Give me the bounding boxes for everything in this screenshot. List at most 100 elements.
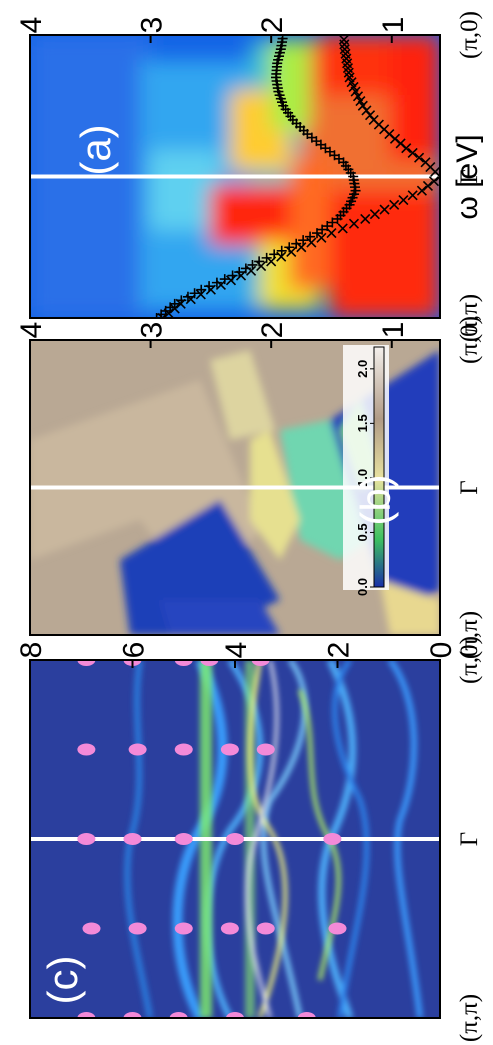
colorbar-tick-label: 1.5 (355, 414, 370, 432)
panel-a: (a) 4 3 2 1 (π,π) Γ (π,0) ω [eV] (15, 11, 484, 342)
band-x-marker (398, 195, 409, 206)
band-x-marker (420, 157, 431, 168)
panel-c-marker (297, 1012, 316, 1018)
panel-c-marker (256, 743, 275, 756)
panel-c-marker (77, 660, 96, 666)
panel-b-xtick-label: Γ (456, 480, 483, 494)
panel-a-ytick-label: 3 (136, 17, 169, 34)
panel-c-marker (256, 922, 275, 935)
panel-c-marker (128, 922, 147, 935)
panel-c-label: (c) (39, 956, 86, 1005)
band-plus-marker (327, 217, 338, 228)
band-x-marker (379, 204, 390, 215)
band-plus-marker (219, 274, 230, 285)
panel-a-label: (a) (72, 124, 119, 175)
band-x-marker (326, 228, 337, 239)
panel-c-marker (123, 1012, 142, 1018)
band-plus-marker (298, 235, 309, 246)
band-plus-marker (189, 288, 200, 299)
panel-c-marker (174, 660, 193, 666)
panel-c-ytick-label: 8 (15, 642, 48, 659)
band-plus-marker (204, 281, 215, 292)
band-x-marker (414, 152, 425, 163)
panel-a-ytick-label: 4 (15, 17, 48, 34)
colorbar-tick-label: 0.5 (355, 523, 370, 541)
panel-c-ytick-label: 6 (118, 642, 151, 659)
band-plus-marker (211, 277, 222, 288)
panel-c-marker (323, 833, 342, 845)
panel-c-marker (77, 833, 96, 845)
panel-b-xtick-label: (π,0) (456, 316, 483, 364)
panel-b-ytick-label: 2 (256, 322, 289, 339)
panel-c-ytick-label: 4 (220, 642, 253, 659)
band-x-marker (348, 218, 360, 229)
band-x-marker (246, 265, 257, 276)
panel-a-ytick-label: 2 (256, 17, 289, 34)
band-x-marker (369, 209, 380, 220)
colorbar-tick-label: 1.0 (355, 469, 370, 487)
band-x-marker (235, 270, 247, 281)
panel-a-xtick-label: Γ (456, 169, 483, 183)
panel-b-ytick-label: 4 (15, 322, 48, 339)
panel-b-label: (b) (352, 474, 399, 525)
colorbar: 2.0 1.5 1.0 0.5 0.0 (343, 345, 389, 596)
band-plus-marker (317, 224, 328, 235)
band-x-marker (163, 308, 174, 318)
band-plus-marker (247, 259, 258, 270)
band-plus-marker (305, 231, 316, 242)
band-x-marker (389, 199, 400, 210)
band-x-marker (316, 232, 327, 243)
band-x-marker (306, 237, 317, 248)
band-x-marker (157, 312, 168, 318)
panel-c-heatmap (30, 660, 440, 1018)
panel-b-xtick-label: (π,π) (456, 611, 483, 659)
band-x-marker (416, 185, 427, 196)
band-plus-marker (291, 238, 302, 249)
band-x-marker (175, 298, 186, 309)
panel-c-ytick-label: 0 (425, 642, 458, 659)
panel-c-marker (251, 660, 270, 666)
panel-c-marker (200, 660, 219, 666)
band-x-marker (338, 35, 349, 45)
panel-c-xtick-label: Γ (456, 832, 483, 846)
band-x-marker (407, 190, 418, 201)
band-x-marker (276, 251, 287, 262)
band-x-marker (422, 180, 434, 191)
panel-c-marker (82, 922, 101, 935)
panel-c-marker (77, 1012, 96, 1018)
panel-c-marker (226, 833, 244, 845)
band-x-marker (195, 289, 206, 300)
panel-a-ytick-label: 1 (377, 17, 410, 34)
panel-a-heatmap (30, 35, 440, 318)
panel-a-xtick-label: (π,π) (456, 294, 483, 342)
band-x-marker (185, 294, 196, 305)
band-plus-marker (169, 298, 180, 309)
colorbar-tick-label: 0.0 (355, 578, 370, 596)
panel-b-ytick-label: 3 (136, 322, 169, 339)
band-x-marker (205, 284, 216, 295)
panel-c-xtick-label: (π,0) (456, 636, 483, 684)
panel-c-marker (328, 922, 347, 935)
panel-c: (c) 8 6 4 2 0 (π,π) Γ (π,0) (15, 636, 483, 1042)
panel-c-marker (123, 833, 142, 845)
band-x-marker (169, 303, 180, 314)
band-x-marker (428, 176, 440, 187)
panel-c-xtick-label: (π,π) (456, 994, 483, 1042)
panel-a-xtick-label: (π,0) (456, 11, 483, 59)
panel-b: 2.0 1.5 1.0 0.5 0.0 (b) 4 3 2 1 (π,π) Γ (π,0) (15, 316, 483, 659)
panel-c-marker (220, 743, 239, 756)
y-axis-label: ω [eV] (451, 134, 484, 219)
panel-c-marker (174, 743, 193, 756)
panel-c-marker (174, 922, 193, 935)
band-x-marker (337, 223, 348, 234)
band-x-marker (266, 256, 277, 267)
band-x-marker (360, 213, 371, 225)
band-plus-marker (276, 245, 287, 256)
panel-b-ytick-label: 1 (377, 322, 410, 339)
band-x-marker (225, 275, 237, 286)
panel-c-marker (169, 1012, 188, 1018)
panel-b-heatmap: 2.0 1.5 1.0 0.5 0.0 (30, 340, 440, 635)
band-x-marker (407, 147, 418, 158)
panel-c-marker (77, 743, 96, 756)
